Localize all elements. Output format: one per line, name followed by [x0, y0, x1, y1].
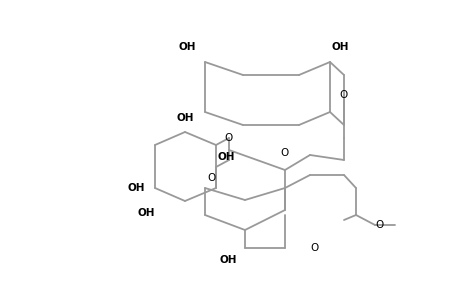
Text: OH: OH	[176, 113, 194, 123]
Text: OH: OH	[127, 183, 145, 193]
Text: O: O	[224, 133, 233, 143]
Text: O: O	[375, 220, 383, 230]
Text: OH: OH	[331, 42, 349, 52]
Text: OH: OH	[219, 255, 236, 265]
Text: O: O	[339, 90, 347, 100]
Text: OH: OH	[137, 208, 155, 218]
Text: O: O	[207, 173, 216, 183]
Text: OH: OH	[178, 42, 196, 52]
Text: O: O	[280, 148, 289, 158]
Text: OH: OH	[218, 152, 235, 162]
Text: O: O	[310, 243, 319, 253]
